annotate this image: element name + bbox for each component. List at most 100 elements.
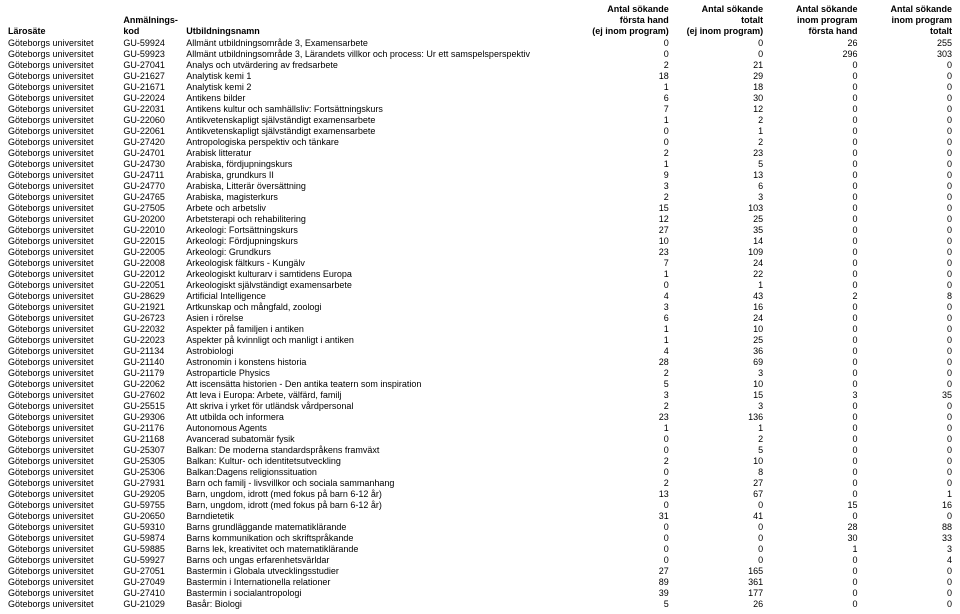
cell-c4: 0	[858, 434, 952, 445]
cell-c2: 5	[669, 445, 763, 456]
cell-kod: GU-25515	[123, 401, 186, 412]
cell-c3: 0	[763, 368, 857, 379]
table-row: Göteborgs universitetGU-59924Allmänt utb…	[8, 38, 952, 49]
table-row: Göteborgs universitetGU-22062Att iscensä…	[8, 379, 952, 390]
cell-kod: GU-22060	[123, 115, 186, 126]
cell-larosate: Göteborgs universitet	[8, 82, 123, 93]
cell-namn: Arkeologiskt självständigt examensarbete	[186, 280, 574, 291]
cell-larosate: Göteborgs universitet	[8, 280, 123, 291]
cell-c3: 28	[763, 522, 857, 533]
cell-namn: Asien i rörelse	[186, 313, 574, 324]
cell-c4: 0	[858, 335, 952, 346]
table-row: Göteborgs universitetGU-25306Balkan:Dage…	[8, 467, 952, 478]
cell-c1: 5	[574, 379, 668, 390]
cell-kod: GU-21921	[123, 302, 186, 313]
table-row: Göteborgs universitetGU-21179Astropartic…	[8, 368, 952, 379]
cell-c3: 0	[763, 346, 857, 357]
cell-namn: Arabiska, grundkurs II	[186, 170, 574, 181]
cell-kod: GU-27420	[123, 137, 186, 148]
cell-c2: 2	[669, 115, 763, 126]
cell-c3: 0	[763, 192, 857, 203]
table-row: Göteborgs universitetGU-29205Barn, ungdo…	[8, 489, 952, 500]
cell-c3: 0	[763, 258, 857, 269]
cell-c4: 0	[858, 280, 952, 291]
cell-kod: GU-22010	[123, 225, 186, 236]
cell-larosate: Göteborgs universitet	[8, 137, 123, 148]
header-col4-l3: totalt	[858, 26, 952, 37]
cell-c3: 0	[763, 324, 857, 335]
cell-namn: Analys och utvärdering av fredsarbete	[186, 60, 574, 71]
cell-c2: 13	[669, 170, 763, 181]
cell-c1: 1	[574, 324, 668, 335]
cell-larosate: Göteborgs universitet	[8, 148, 123, 159]
cell-c4: 0	[858, 247, 952, 258]
cell-c1: 2	[574, 478, 668, 489]
cell-larosate: Göteborgs universitet	[8, 159, 123, 170]
cell-c1: 0	[574, 544, 668, 555]
cell-c4: 0	[858, 137, 952, 148]
cell-c3: 0	[763, 236, 857, 247]
cell-c1: 39	[574, 588, 668, 599]
cell-kod: GU-22051	[123, 280, 186, 291]
cell-larosate: Göteborgs universitet	[8, 566, 123, 577]
cell-c2: 8	[669, 467, 763, 478]
cell-namn: Balkan:Dagens religionssituation	[186, 467, 574, 478]
cell-c4: 0	[858, 412, 952, 423]
cell-c1: 1	[574, 115, 668, 126]
cell-c2: 3	[669, 368, 763, 379]
cell-kod: GU-59924	[123, 38, 186, 49]
cell-c4: 0	[858, 401, 952, 412]
cell-c3: 0	[763, 302, 857, 313]
cell-kod: GU-59310	[123, 522, 186, 533]
cell-c3: 0	[763, 599, 857, 610]
cell-larosate: Göteborgs universitet	[8, 225, 123, 236]
cell-c3: 0	[763, 247, 857, 258]
cell-c4: 35	[858, 390, 952, 401]
cell-larosate: Göteborgs universitet	[8, 533, 123, 544]
cell-c2: 30	[669, 93, 763, 104]
cell-namn: Barn, ungdom, idrott (med fokus på barn …	[186, 500, 574, 511]
cell-c4: 0	[858, 60, 952, 71]
cell-c4: 33	[858, 533, 952, 544]
cell-c2: 0	[669, 38, 763, 49]
cell-namn: Autonomous Agents	[186, 423, 574, 434]
cell-c1: 23	[574, 412, 668, 423]
cell-c1: 2	[574, 368, 668, 379]
cell-larosate: Göteborgs universitet	[8, 379, 123, 390]
table-row: Göteborgs universitetGU-22012Arkeologisk…	[8, 269, 952, 280]
cell-c1: 2	[574, 148, 668, 159]
cell-c3: 0	[763, 225, 857, 236]
cell-kod: GU-29306	[123, 412, 186, 423]
cell-c1: 12	[574, 214, 668, 225]
cell-kod: GU-59927	[123, 555, 186, 566]
cell-c4: 0	[858, 71, 952, 82]
cell-namn: Antikvetenskapligt självständigt examens…	[186, 126, 574, 137]
cell-c2: 103	[669, 203, 763, 214]
cell-namn: Avancerad subatomär fysik	[186, 434, 574, 445]
cell-larosate: Göteborgs universitet	[8, 544, 123, 555]
cell-larosate: Göteborgs universitet	[8, 49, 123, 60]
cell-c3: 26	[763, 38, 857, 49]
cell-c1: 1	[574, 82, 668, 93]
cell-c1: 3	[574, 302, 668, 313]
cell-c3: 0	[763, 280, 857, 291]
cell-c2: 136	[669, 412, 763, 423]
table-row: Göteborgs universitetGU-27049Bastermin i…	[8, 577, 952, 588]
cell-c4: 0	[858, 588, 952, 599]
cell-c3: 0	[763, 379, 857, 390]
cell-c1: 0	[574, 500, 668, 511]
cell-kod: GU-24711	[123, 170, 186, 181]
cell-c3: 0	[763, 511, 857, 522]
table-row: Göteborgs universitetGU-22024Antikens bi…	[8, 93, 952, 104]
table-row: Göteborgs universitetGU-22031Antikens ku…	[8, 104, 952, 115]
cell-namn: Arkeologi: Fördjupningskurs	[186, 236, 574, 247]
cell-kod: GU-21627	[123, 71, 186, 82]
cell-c2: 35	[669, 225, 763, 236]
table-row: Göteborgs universitetGU-22032Aspekter på…	[8, 324, 952, 335]
cell-kod: GU-27505	[123, 203, 186, 214]
cell-c4: 0	[858, 445, 952, 456]
cell-larosate: Göteborgs universitet	[8, 181, 123, 192]
cell-c4: 0	[858, 467, 952, 478]
header-col1-l3: (ej inom program)	[574, 26, 668, 37]
cell-c2: 29	[669, 71, 763, 82]
